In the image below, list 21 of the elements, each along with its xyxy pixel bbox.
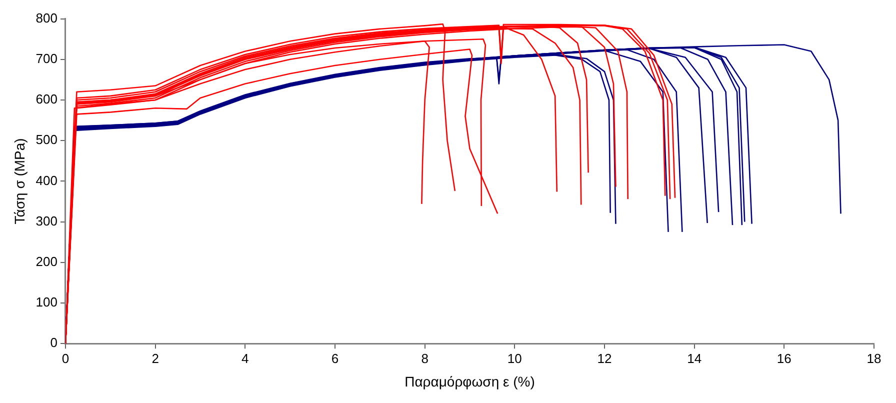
x-tick-label: 16 <box>776 350 792 366</box>
x-tick-label: 4 <box>242 350 249 366</box>
y-tick-label: 100 <box>36 294 58 310</box>
x-tick-label: 6 <box>331 350 339 366</box>
x-axis-title: Παραμόρφωση ε (%) <box>404 373 535 390</box>
y-tick-label: 500 <box>36 132 58 148</box>
x-tick-label: 14 <box>687 350 702 366</box>
x-tick-label: 0 <box>62 350 70 366</box>
y-tick-label: 0 <box>50 335 58 350</box>
y-tick-label: 300 <box>36 213 58 228</box>
y-tick-label: 200 <box>36 254 58 269</box>
y-tick-label: 800 <box>36 10 58 26</box>
x-tick-label: 10 <box>507 350 522 366</box>
y-tick-label: 700 <box>36 50 58 66</box>
y-tick-label: 400 <box>36 172 58 188</box>
x-tick-label: 12 <box>597 350 612 366</box>
x-tick-label: 8 <box>421 350 428 366</box>
x-tick-label: 18 <box>866 350 882 366</box>
y-axis-title: Τάση σ (MPa) <box>11 138 28 224</box>
x-tick-label: 2 <box>152 350 159 366</box>
y-tick-label: 600 <box>36 92 58 107</box>
